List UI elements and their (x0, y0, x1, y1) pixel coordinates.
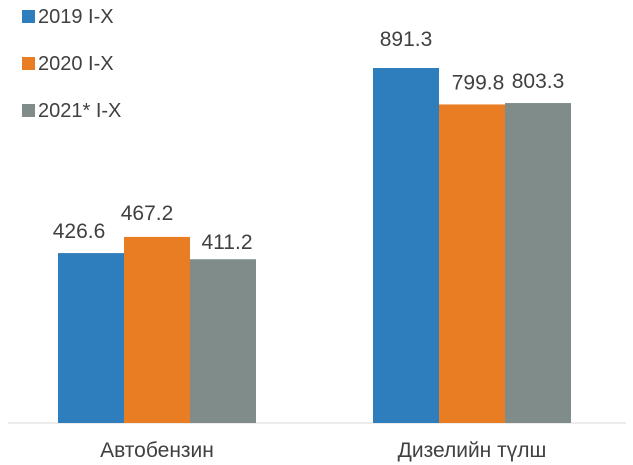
legend-swatch-2019-i-x (22, 10, 35, 23)
data-label-2021-i-x-cat1: 803.3 (512, 70, 565, 93)
data-label-2021-i-x-cat0: 411.2 (202, 231, 253, 254)
data-label-2019-i-x-cat1: 891.3 (380, 28, 433, 51)
bar-2020-i-x-cat1 (439, 104, 505, 423)
legend-label-2019-i-x: 2019 I-X (38, 6, 114, 28)
bar-2021-i-x-cat1 (505, 103, 571, 423)
category-label-0: Автобензин (100, 439, 214, 462)
data-labels-group: 426.6 467.2 411.2 891.3 799.8 803.3 (53, 28, 565, 254)
bar-2019-i-x-cat0 (58, 253, 124, 423)
legend-swatch-2021-i-x (22, 104, 35, 117)
bars-group (58, 68, 571, 423)
category-labels-group: Автобензин Дизелийн түлш (100, 439, 546, 462)
legend-label-2020-i-x: 2020 I-X (38, 53, 114, 75)
data-label-2020-i-x-cat1: 799.8 (452, 71, 505, 94)
data-label-2020-i-x-cat0: 467.2 (121, 202, 174, 225)
bar-2019-i-x-cat1 (373, 68, 439, 423)
category-label-1: Дизелийн түлш (398, 439, 547, 462)
bar-2020-i-x-cat0 (124, 236, 190, 423)
legend: 2019 I-X 2020 I-X 2021* I-X (22, 6, 121, 122)
data-label-2019-i-x-cat0: 426.6 (53, 220, 106, 243)
bar-2021-i-x-cat0 (190, 259, 256, 423)
legend-label-2021-i-x: 2021* I-X (38, 100, 121, 122)
legend-swatch-2020-i-x (22, 57, 35, 70)
